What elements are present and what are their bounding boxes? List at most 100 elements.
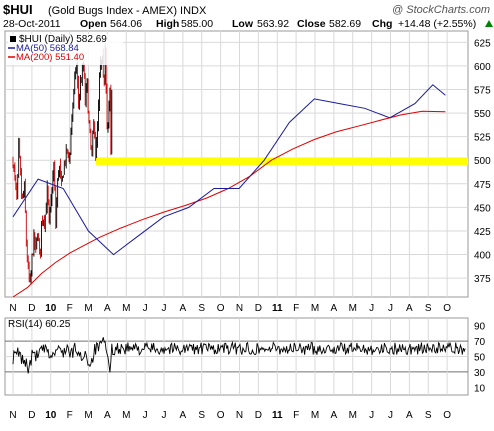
price-y-axis: 375 400 425 450 475 500 525 550 575 600 625: [474, 38, 491, 285]
rsi-y-axis: 10 30 50 70 90: [474, 322, 486, 395]
rsi-y-tick-label: 10: [474, 383, 486, 394]
chg-label: Chg: [372, 18, 392, 30]
x-tick-label: A: [331, 410, 338, 421]
rsi-label: RSI(14) 60.25: [8, 319, 71, 330]
rsi-y-tick-label: 50: [474, 353, 486, 364]
x-tick-label: J: [162, 303, 167, 314]
symbol-title: $HUI: [3, 2, 33, 17]
symbol-description: (Gold Bugs Index - AMEX) INDX: [48, 5, 207, 17]
x-tick-label: M: [349, 303, 357, 314]
x-tick-label: J: [388, 303, 393, 314]
x-tick-label: M: [311, 410, 319, 421]
up-arrow-icon: [485, 20, 493, 27]
price-y-tick-label: 575: [474, 85, 491, 96]
x-tick-label: N: [236, 303, 243, 314]
price-y-tick-label: 525: [474, 133, 491, 144]
x-tick-label: A: [104, 410, 111, 421]
x-tick-label: O: [217, 303, 225, 314]
chart-header: $HUI (Gold Bugs Index - AMEX) INDX @ Sto…: [3, 2, 493, 30]
x-tick-label: 11: [272, 303, 283, 314]
x-tick-label: N: [9, 410, 16, 421]
legend-ma200: MA(200) 551.40: [16, 52, 84, 63]
rsi-panel: 10 30 50 70 90 RSI(14) 60.25: [4, 317, 486, 396]
price-y-tick-label: 500: [474, 156, 491, 167]
price-y-tick-label: 475: [474, 180, 491, 191]
x-tick-label: N: [236, 410, 243, 421]
x-tick-label: A: [406, 410, 413, 421]
x-tick-label: O: [443, 410, 451, 421]
x-tick-label: M: [311, 303, 319, 314]
x-tick-label: A: [180, 303, 187, 314]
x-tick-label: 11: [272, 410, 283, 421]
x-tick-label: F: [67, 303, 73, 314]
price-bars: [12, 43, 113, 284]
x-tick-label: F: [293, 303, 299, 314]
x-tick-label: M: [84, 303, 92, 314]
legend-price: $HUI (Daily) 582.69: [19, 34, 107, 45]
x-tick-label: J: [162, 410, 167, 421]
price-y-tick-label: 425: [474, 227, 491, 238]
x-tick-label: M: [84, 410, 92, 421]
x-tick-label: D: [28, 303, 35, 314]
rsi-y-tick-label: 30: [474, 368, 486, 379]
watermark: @ StockCharts.com: [392, 4, 490, 16]
rsi-gridlines: [5, 318, 468, 395]
x-tick-label: A: [104, 303, 111, 314]
x-tick-label: J: [388, 410, 393, 421]
x-tick-label: F: [67, 410, 73, 421]
x-tick-label: J: [143, 410, 148, 421]
x-tick-label: S: [425, 410, 432, 421]
x-tick-label: D: [255, 303, 262, 314]
low-label: Low: [232, 18, 254, 30]
support-highlight-band: [96, 157, 469, 165]
x-tick-label: D: [28, 410, 35, 421]
x-tick-label: F: [293, 410, 299, 421]
x-tick-label: J: [143, 303, 148, 314]
ma200-line: [12, 110, 446, 298]
price-y-tick-label: 625: [474, 38, 491, 49]
open-value: 564.06: [110, 18, 142, 30]
x-tick-label: M: [122, 410, 130, 421]
open-label: Open: [80, 18, 107, 30]
price-y-tick-label: 600: [474, 62, 491, 73]
x-tick-label: O: [443, 303, 451, 314]
price-x-axis: N D 10 F M A M J J A S O N D 11 F M A M J J A S O: [9, 303, 451, 314]
x-tick-label: A: [406, 303, 413, 314]
quote-date: 28-Oct-2011: [3, 18, 61, 30]
close-label: Close: [297, 18, 326, 30]
legend-ma50: MA(50) 568.84: [16, 43, 79, 54]
x-tick-label: O: [217, 410, 225, 421]
legend-background: [8, 34, 123, 65]
price-legend-swatch: [10, 36, 16, 42]
x-tick-label: A: [331, 303, 338, 314]
x-tick-label: 10: [45, 410, 57, 421]
price-y-tick-label: 450: [474, 203, 491, 214]
x-tick-label: J: [369, 410, 374, 421]
price-legend: $HUI (Daily) 582.69 MA(50) 568.84 MA(200…: [8, 34, 123, 65]
x-tick-label: A: [180, 410, 187, 421]
high-value: 585.00: [181, 18, 213, 30]
ma50-line: [12, 84, 446, 256]
x-tick-label: S: [198, 410, 205, 421]
x-tick-label: 10: [45, 303, 57, 314]
low-value: 563.92: [257, 18, 289, 30]
rsi-x-axis: N D 10 F M A M J J A S O N D 11 F M A M J J A S O: [9, 410, 451, 421]
price-panel: 375 400 425 450 475 500 525 550 575 600 625 $HUI (…: [4, 30, 491, 298]
high-label: High: [156, 18, 179, 30]
x-tick-label: J: [369, 303, 374, 314]
x-tick-label: D: [255, 410, 262, 421]
rsi-y-tick-label: 70: [474, 337, 486, 348]
chg-value: +14.48 (+2.55%): [398, 18, 476, 30]
price-y-tick-label: 400: [474, 251, 491, 262]
x-tick-label: S: [198, 303, 205, 314]
price-y-tick-label: 375: [474, 274, 491, 285]
rsi-line: [12, 337, 466, 374]
x-tick-label: M: [122, 303, 130, 314]
x-tick-label: M: [349, 410, 357, 421]
price-y-tick-label: 550: [474, 109, 491, 120]
x-tick-label: S: [425, 303, 432, 314]
x-tick-label: N: [9, 303, 16, 314]
rsi-y-tick-label: 90: [474, 322, 486, 333]
